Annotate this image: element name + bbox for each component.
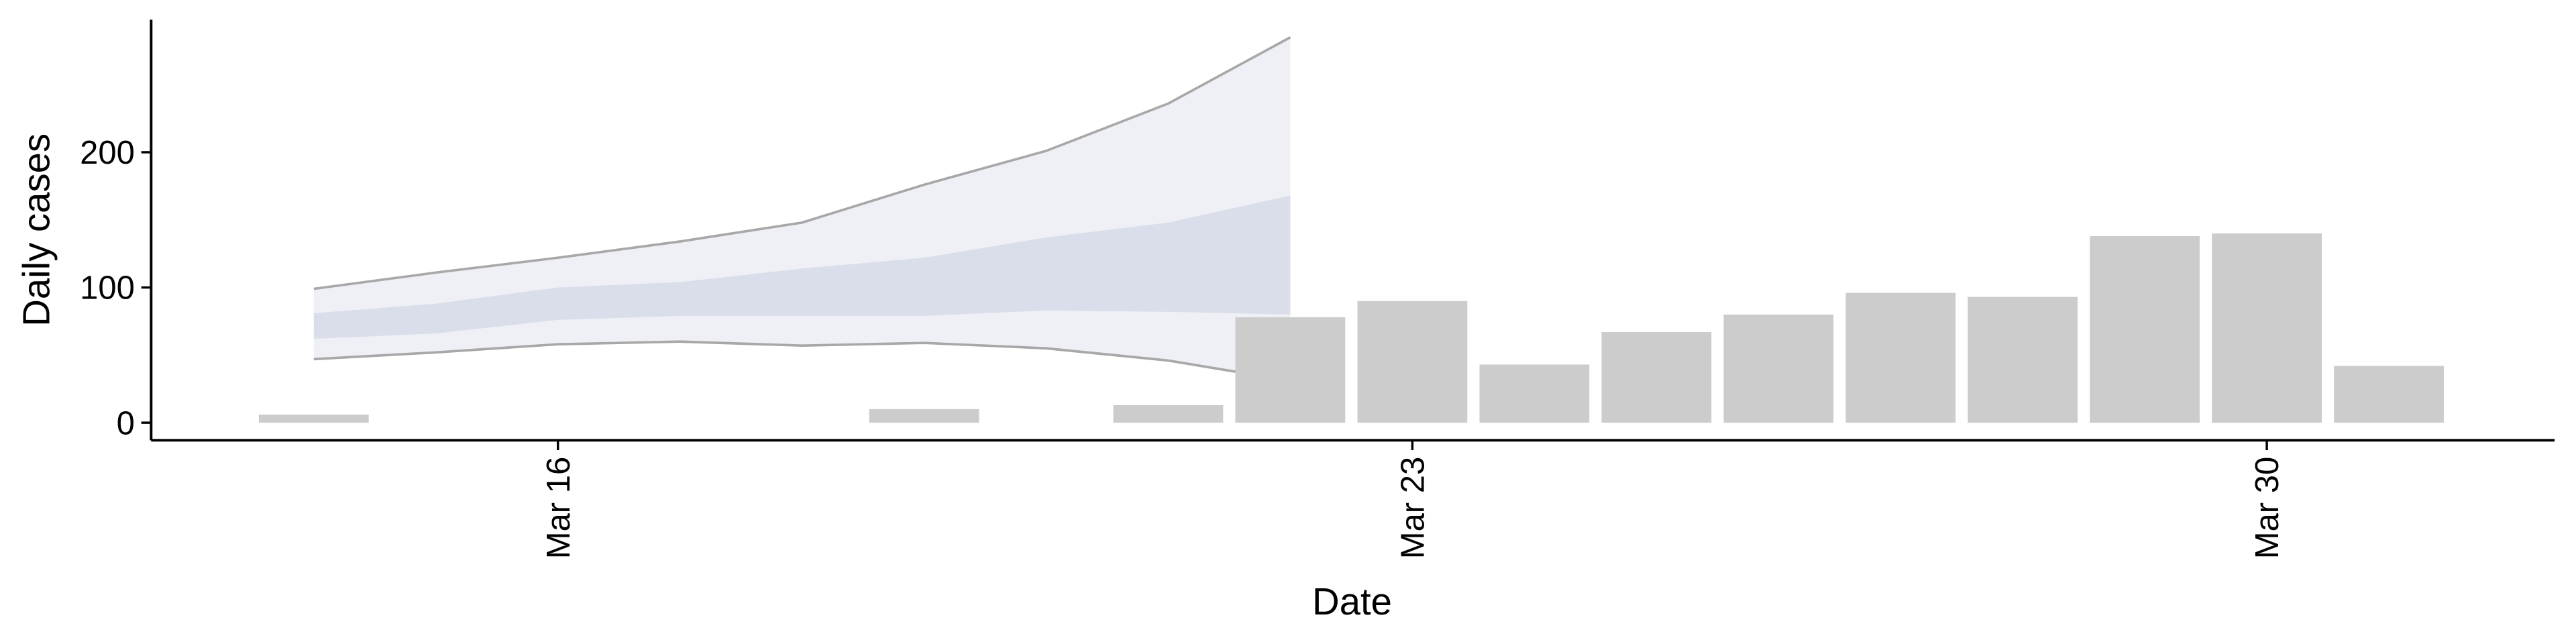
bar: [1235, 317, 1346, 423]
bar: [1601, 332, 1712, 423]
ribbon-edge: [313, 340, 1291, 382]
ribbon-edge: [313, 36, 1291, 290]
bar: [2212, 233, 2322, 423]
y-tick-label: 0: [117, 405, 135, 441]
bar: [869, 409, 979, 423]
bar: [2334, 366, 2444, 423]
y-tick-label: 100: [80, 270, 135, 307]
bar: [1968, 297, 2078, 423]
bar: [1113, 405, 1224, 423]
bar: [2090, 235, 2200, 423]
bar: [1723, 314, 1834, 423]
ribbon: [313, 195, 1291, 339]
x-tick-label: Mar 16: [541, 457, 577, 559]
bar: [258, 415, 369, 423]
y-tick-label: 200: [80, 135, 135, 171]
x-axis-title: Date: [1312, 580, 1392, 623]
bar: [1357, 301, 1468, 423]
x-tick-label: Mar 30: [2249, 457, 2286, 559]
bar: [1479, 364, 1590, 423]
y-axis-title: Daily cases: [15, 133, 57, 327]
x-tick-label: Mar 23: [1395, 457, 1432, 559]
bar: [1845, 292, 1956, 423]
